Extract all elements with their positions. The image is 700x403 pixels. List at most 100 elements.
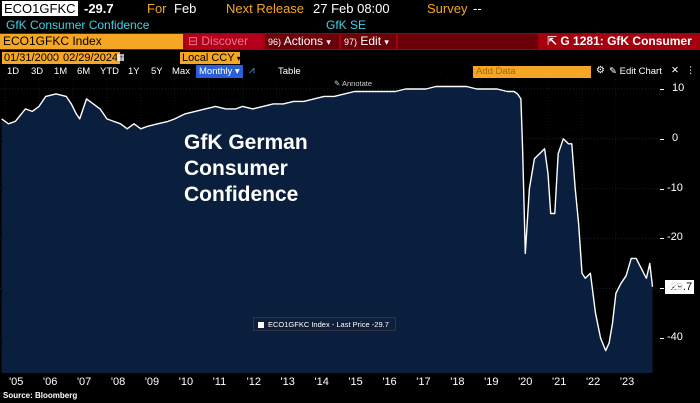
data-point [486,88,487,89]
data-point [334,96,335,97]
data-point [303,101,304,102]
edit-button[interactable]: 97) Edit ▾ [341,34,396,49]
x-tick-label: '10 [178,376,194,388]
data-point [100,108,101,109]
discover-icon: ⊟ [188,34,202,48]
data-point [242,106,243,107]
y-tick-mark [660,88,664,90]
data-point [313,98,314,99]
x-tick-label: '16 [382,376,397,388]
data-point [55,93,56,94]
data-point [425,88,426,89]
x-tick-label: '21 [552,376,567,388]
data-point [446,86,447,87]
data-point [283,103,284,104]
page-title-text: G 1281: GfK Consumer [560,34,692,48]
data-point [612,323,613,324]
data-point [205,108,206,109]
period-max[interactable]: Max [172,66,190,77]
x-tick-label: '09 [144,376,160,388]
period-1d[interactable]: 1D [7,66,20,77]
data-point [364,91,365,92]
external-link-icon[interactable]: ⇱ [547,34,561,48]
range-bar: 01/31/2000 - 02/29/2024 ▦ Local CCY ▾ [0,51,700,65]
discover-button[interactable]: ⊟ Discover [185,34,263,49]
data-point [568,143,569,144]
chart-legend[interactable]: ECO1GFKC Index - Last Price -29.7 [253,317,396,331]
actions-label: Actions [283,34,324,48]
currency-value: Local CCY [182,52,235,64]
data-point [106,118,107,119]
data-point [615,293,616,294]
table-button[interactable]: Table [278,66,301,77]
data-point [641,268,642,269]
data-point [15,121,16,122]
y-tick-label: -10 [667,181,683,194]
data-point [79,118,80,119]
data-point [293,101,294,102]
x-tick-label: '11 [212,376,227,388]
data-point [620,283,621,284]
data-point [76,113,77,114]
pin-icon[interactable]: ✕ [671,65,679,76]
source-note: Source: Bloomberg [3,391,78,400]
data-point [344,93,345,94]
frequency-select[interactable]: Monthly ▾ [196,65,243,78]
chevron-down-icon: ▾ [326,37,331,47]
x-tick-label: '19 [484,376,499,388]
description: GfK Consumer Confidence [6,18,150,32]
x-tick-label: '13 [280,376,295,388]
period-1m[interactable]: 1M [54,66,68,77]
y-tick-label: -30 [667,281,683,294]
data-point [575,188,576,189]
overlay-title-line-1: GfK German [184,131,308,154]
data-point [1,118,2,119]
currency-select[interactable]: Local CCY ▾ [180,52,241,64]
date-separator: - [53,51,57,63]
overlay-title-line-2: Consumer [184,157,288,180]
y-tick-mark [660,288,664,290]
last-price-label: -29.7 [665,279,695,294]
line-chart-icon[interactable]: ⩘ [249,65,255,76]
x-tick-label: '18 [450,376,465,388]
data-point [636,258,637,259]
data-point [539,153,540,154]
data-point [558,153,559,154]
period-5y[interactable]: 5Y [151,66,163,77]
actions-button[interactable]: 96) Actions ▾ [265,34,339,49]
data-point [436,86,437,87]
calendar-icon[interactable]: ▦ [116,52,125,62]
start-date-input[interactable]: 01/31/2000 [2,52,62,64]
data-point [39,106,40,107]
data-point [646,278,647,279]
frequency-value: Monthly [199,66,233,77]
edit-chart-button[interactable]: ✎ Edit Chart [609,66,662,77]
annotate-button[interactable]: ✎ Annotate [334,79,372,88]
data-point [120,123,121,124]
x-tick-label: '20 [518,376,533,388]
data-point [71,103,72,104]
chevron-down-icon: ▾ [234,54,241,63]
description-bar: GfK Consumer Confidence GfK SE [0,18,700,33]
last-value: -29.7 [84,1,114,16]
security-input[interactable]: ECO1GFKC Index [0,34,183,49]
x-tick-label: '06 [43,376,58,388]
x-tick-label: '07 [76,376,92,388]
data-point [235,108,236,109]
period-6m[interactable]: 6M [77,66,91,77]
period-1y[interactable]: 1Y [128,66,140,77]
data-point [605,350,606,351]
x-axis: '05 '06 '07 '08 '09 '10 '11 '12 '13 '14 '15 '16 '17 '… [0,373,700,391]
period-3d[interactable]: 3D [31,66,44,77]
add-data-input[interactable]: Add Data [473,66,591,78]
pencil-icon: ✎ [609,66,620,77]
data-point [578,223,579,224]
settings-icon[interactable]: ⚙ [596,65,605,76]
end-date-input[interactable]: 02/29/2024 [61,52,121,64]
data-point [252,108,253,109]
more-icon[interactable]: ⋮ [686,65,696,76]
survey-value: -- [473,1,482,16]
x-tick-label: '15 [348,376,363,388]
ticker[interactable]: ECO1GFKC [2,1,78,16]
period-ytd[interactable]: YTD [100,66,119,77]
